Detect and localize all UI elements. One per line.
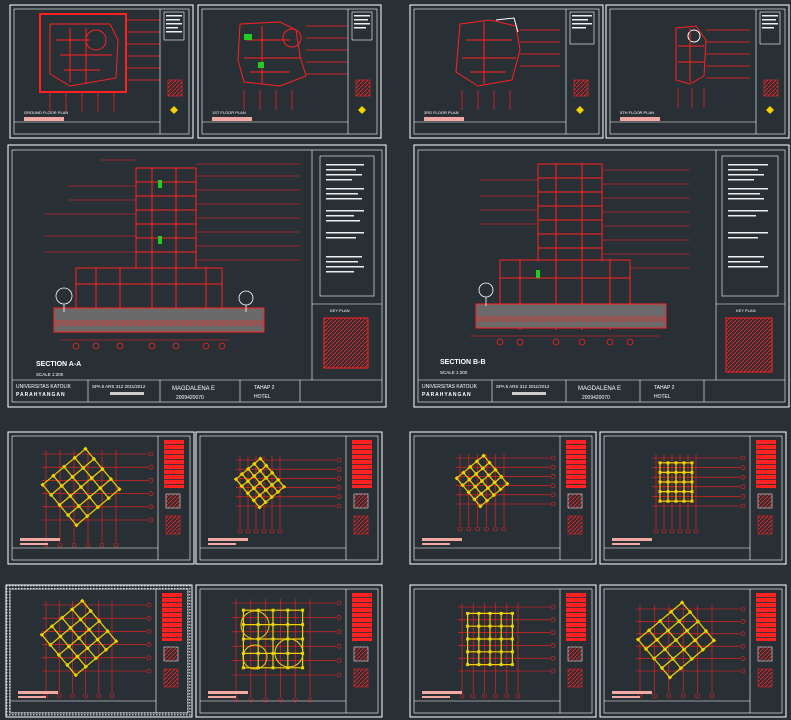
column-grid-plan xyxy=(635,600,746,699)
course-code: SPA 5 ARS 312 2011/2012 xyxy=(92,384,146,389)
section-title: SECTION A-A xyxy=(36,361,81,368)
sheet-section-a-a[interactable]: SECTION A-A SCALE 1:200 KEY PLAN UNIVERS… xyxy=(7,144,387,408)
site-boundary-plan xyxy=(39,13,127,93)
grid-bubbles xyxy=(496,338,634,346)
title-block xyxy=(610,9,781,134)
column-grid-plan xyxy=(652,454,746,534)
third-floor-plan-drawing xyxy=(455,17,521,87)
structural-plan-sheets xyxy=(5,431,787,718)
title-block xyxy=(756,593,776,688)
sheet-structural-plan-2[interactable] xyxy=(195,431,383,565)
sheet-structural-plan-8[interactable] xyxy=(599,584,787,718)
project-name: HOTEL xyxy=(254,394,271,400)
sheet-first-floor-plan[interactable]: 1ST FLOOR PLAN xyxy=(197,4,382,139)
tree-icon xyxy=(55,287,254,312)
sheet-caption: 3RD FLOOR PLAN xyxy=(424,110,459,115)
sheet-caption: 5TH FLOOR PLAN xyxy=(620,110,654,115)
section-a-building xyxy=(75,167,223,330)
title-block-section-a: UNIVERSITAS KATOLIK PARAHYANGAN SPA 5 AR… xyxy=(12,379,382,402)
title-block-section-b: UNIVERSITAS KATOLIK PARAHYANGAN SPA 5 AR… xyxy=(418,379,785,402)
title-block xyxy=(14,9,185,134)
university-name: UNIVERSITAS KATOLIK xyxy=(422,384,478,390)
sheet-structural-plan-3[interactable] xyxy=(409,431,597,565)
sheet-structural-plan-4[interactable] xyxy=(599,431,787,565)
campus-name: PARAHYANGAN xyxy=(422,392,472,398)
notes-panel: KEY PLAN xyxy=(311,150,382,380)
sheet-structural-plan-5[interactable] xyxy=(5,584,193,718)
dimension-lines xyxy=(49,19,160,112)
section-scale: SCALE 1:200 xyxy=(36,372,64,377)
first-floor-plan-drawing xyxy=(237,21,307,87)
column-grid-plan xyxy=(40,446,154,548)
sheet-fifth-floor-plan[interactable]: 5TH FLOOR PLAN xyxy=(605,4,790,139)
key-plan-thumbnail xyxy=(725,317,773,373)
title-block xyxy=(202,9,373,134)
key-plan-label: KEY PLAN xyxy=(736,308,756,313)
title-block xyxy=(352,593,372,688)
column-grid-plan xyxy=(232,599,342,703)
title-block xyxy=(414,9,595,134)
university-name: UNIVERSITAS KATOLIK xyxy=(16,384,72,390)
student-name: MAGDALENA E xyxy=(578,386,621,392)
campus-name: PARAHYANGAN xyxy=(16,392,66,398)
student-number: 2009420070 xyxy=(582,395,610,401)
sheet-section-b-b[interactable]: SECTION B-B SCALE 1:200 KEY PLAN UNIVERS… xyxy=(413,144,790,408)
student-name: MAGDALENA E xyxy=(172,386,215,392)
title-block xyxy=(566,593,586,688)
title-block xyxy=(164,440,184,535)
ground-floor-plan-drawing xyxy=(49,23,119,87)
stage-label: TAHAP 2 xyxy=(254,385,275,391)
sheet-structural-plan-7[interactable] xyxy=(409,584,597,718)
sheet-caption: 1ST FLOOR PLAN xyxy=(212,110,246,115)
key-plan-label: KEY PLAN xyxy=(330,308,350,313)
student-number: 2009420070 xyxy=(176,395,204,401)
title-block xyxy=(352,440,372,535)
title-block xyxy=(566,440,586,535)
grid-bubbles xyxy=(72,342,226,350)
notes-panel: KEY PLAN xyxy=(715,150,785,380)
sheet-caption: GROUND FLOOR PLAN xyxy=(24,110,68,115)
sheet-third-floor-plan[interactable]: 3RD FLOOR PLAN xyxy=(409,4,604,139)
course-code: SPA 5 ARS 312 2011/2012 xyxy=(496,384,550,389)
section-level-leaders xyxy=(470,169,690,337)
title-block xyxy=(756,440,776,535)
sheet-structural-plan-6[interactable] xyxy=(195,584,383,718)
column-grid-plan xyxy=(458,603,556,699)
project-name: HOTEL xyxy=(654,394,671,400)
sheet-structural-plan-1[interactable] xyxy=(7,431,195,565)
stage-label: TAHAP 2 xyxy=(654,385,675,391)
column-grid-plan xyxy=(454,453,556,532)
column-grid-plan xyxy=(39,598,152,699)
section-scale: SCALE 1:200 xyxy=(440,370,468,375)
column-grid-plan xyxy=(233,456,342,534)
key-plan-thumbnail xyxy=(323,317,369,369)
tree-icon xyxy=(478,282,494,306)
section-title: SECTION B-B xyxy=(440,359,486,366)
fifth-floor-plan-drawing xyxy=(675,25,707,85)
title-block xyxy=(162,593,182,688)
section-level-leaders xyxy=(44,159,300,341)
sheet-ground-floor-plan[interactable]: GROUND FLOOR PLAN xyxy=(9,4,194,139)
